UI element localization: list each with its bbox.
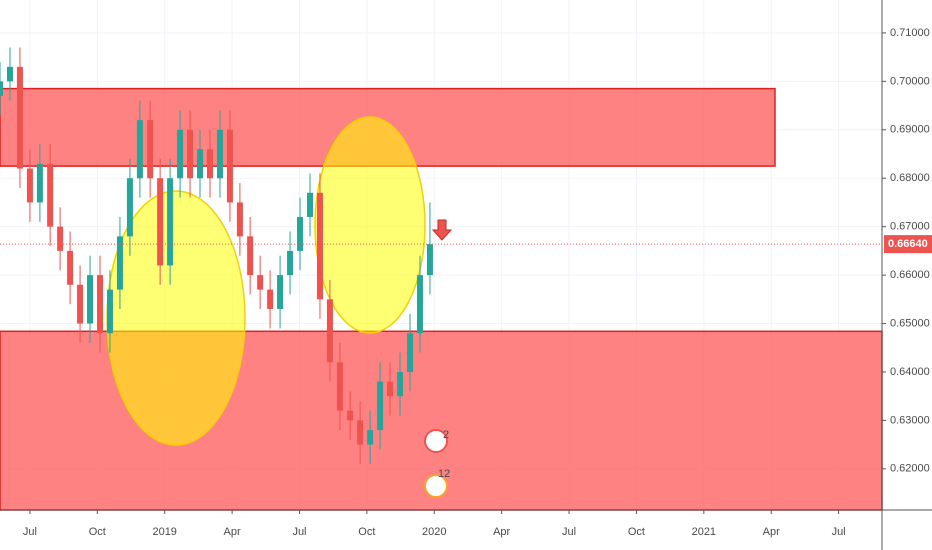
axes: 0.62000 0.63000 0.64000 0.65000 0.66000 0.670… bbox=[0, 27, 932, 538]
candle-body bbox=[177, 129, 184, 179]
y-tick-label: 0.65000 bbox=[890, 317, 930, 329]
candle-body bbox=[0, 81, 3, 96]
candle-body bbox=[367, 430, 374, 445]
candle-body bbox=[336, 362, 343, 411]
candle-body bbox=[257, 275, 264, 290]
candle-body bbox=[316, 192, 323, 300]
candle-body bbox=[87, 275, 94, 324]
candle-body bbox=[277, 275, 284, 310]
candle-body bbox=[167, 178, 174, 266]
candle-body bbox=[407, 333, 414, 372]
candle-body bbox=[206, 149, 213, 179]
y-tick-label: 0.67000 bbox=[890, 221, 930, 233]
candle-body bbox=[97, 275, 104, 334]
x-tick-label: Jul bbox=[562, 526, 576, 538]
y-tick-label: 0.68000 bbox=[890, 172, 930, 184]
y-tick-label: 0.62000 bbox=[890, 463, 930, 475]
candle-body bbox=[116, 236, 123, 290]
x-tick-label: Apr bbox=[224, 526, 241, 538]
x-tick-label: Oct bbox=[89, 526, 106, 538]
y-tick-label: 0.63000 bbox=[890, 414, 930, 426]
candles bbox=[0, 47, 433, 464]
candle-body bbox=[377, 381, 384, 431]
x-tick-label: Jul bbox=[832, 526, 846, 538]
candle-body bbox=[197, 149, 204, 179]
candle-body bbox=[226, 129, 233, 203]
event-marker[interactable]: 12 bbox=[424, 468, 450, 498]
x-tick-label: 2021 bbox=[692, 526, 716, 538]
candle-body bbox=[147, 120, 154, 179]
event-count: 12 bbox=[438, 468, 450, 480]
candle-body bbox=[26, 168, 33, 203]
x-tick-label: Jul bbox=[292, 526, 306, 538]
candle-body bbox=[306, 192, 313, 217]
candle-body bbox=[126, 178, 133, 237]
event-icon[interactable] bbox=[424, 474, 448, 498]
candle-body bbox=[397, 371, 404, 397]
event-icon[interactable] bbox=[424, 429, 448, 453]
x-tick-label: Jul bbox=[23, 526, 37, 538]
x-tick-label: 2020 bbox=[422, 526, 446, 538]
event-count: 2 bbox=[443, 429, 449, 441]
candle-body bbox=[297, 216, 304, 251]
candle-body bbox=[347, 410, 354, 421]
x-tick-label: Oct bbox=[628, 526, 645, 538]
candle-body bbox=[387, 381, 394, 397]
candle-body bbox=[6, 66, 13, 82]
y-tick-label: 0.64000 bbox=[890, 366, 930, 378]
y-tick-label: 0.71000 bbox=[890, 27, 930, 39]
candle-body bbox=[57, 226, 64, 251]
down-arrow bbox=[431, 219, 453, 241]
candle-body bbox=[36, 163, 43, 203]
y-tick-label: 0.69000 bbox=[890, 124, 930, 136]
candle-body bbox=[47, 163, 54, 227]
x-tick-label: Apr bbox=[493, 526, 510, 538]
candle-body bbox=[187, 129, 194, 179]
candle-body bbox=[216, 129, 223, 179]
highlight-ellipse bbox=[314, 116, 426, 334]
price-label-box bbox=[884, 235, 932, 254]
candle-body bbox=[157, 178, 164, 266]
x-tick-label: Apr bbox=[763, 526, 780, 538]
candle-body bbox=[77, 284, 84, 324]
candle-body bbox=[416, 275, 423, 334]
candle-body bbox=[326, 299, 333, 363]
candle-body bbox=[106, 289, 113, 334]
candle-body bbox=[357, 420, 364, 445]
candle-body bbox=[16, 66, 23, 169]
event-marker[interactable]: 2 bbox=[424, 429, 449, 453]
x-tick-label: 2019 bbox=[152, 526, 176, 538]
candle-body bbox=[136, 120, 143, 179]
candle-body bbox=[267, 289, 274, 310]
candle-body bbox=[67, 250, 74, 285]
y-tick-label: 0.66000 bbox=[890, 269, 930, 281]
price-label: 0.66640 bbox=[888, 238, 928, 250]
y-tick-label: 0.70000 bbox=[890, 75, 930, 87]
candle-body bbox=[247, 236, 254, 276]
candle-body bbox=[287, 250, 294, 276]
candle-body bbox=[236, 202, 243, 237]
candle-body bbox=[426, 244, 433, 276]
x-tick-label: Oct bbox=[358, 526, 375, 538]
